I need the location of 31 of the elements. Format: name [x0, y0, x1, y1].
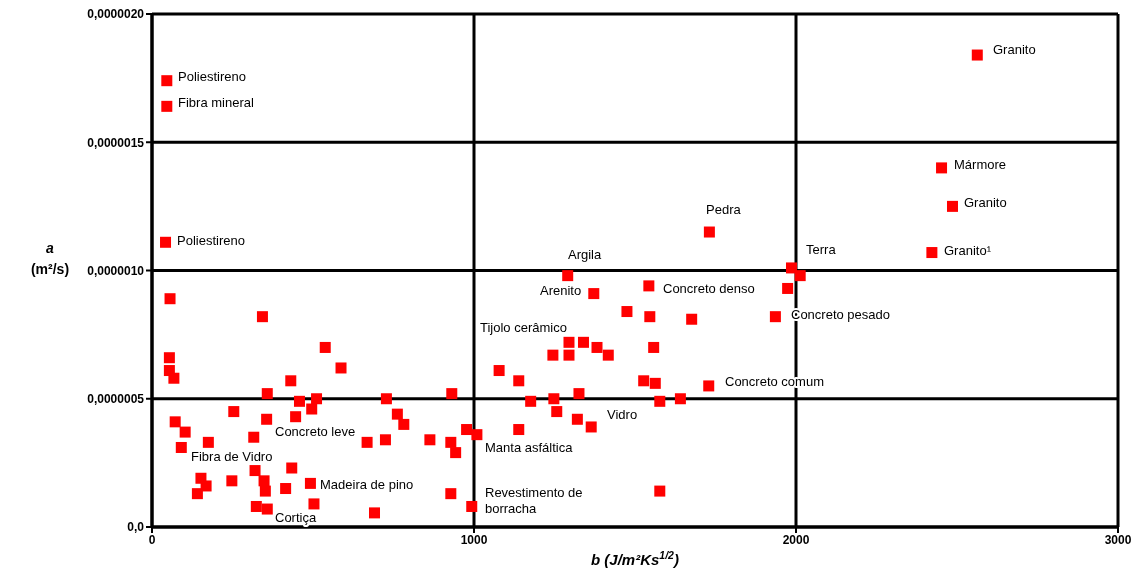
y-tick-label: 0,0 — [127, 520, 145, 535]
annotation: Argila — [568, 246, 603, 262]
x-tick-label: 1000 — [460, 532, 488, 547]
annotation: Granito — [993, 41, 1036, 57]
x-tick-label: 3000 — [1104, 532, 1132, 547]
annotation: Poliestireno — [177, 232, 245, 248]
x-axis-title: b (J/m²Ks$^{1/2}$) — [591, 549, 679, 568]
annotation: Revestimento de borracha — [485, 484, 583, 516]
annotation: Manta asfáltica — [485, 439, 574, 455]
y-axis-title: a (m²/s) — [30, 239, 70, 277]
y-tick-label: 0,0000010 — [87, 263, 145, 278]
x-tick-label: 2000 — [782, 532, 810, 547]
annotation: Cortiça — [275, 509, 317, 525]
y-tick-label: 0,0000005 — [87, 392, 145, 407]
annotation: Granito¹ — [944, 242, 992, 258]
annotation: Concreto leve — [275, 423, 356, 439]
annotation: Terra — [806, 241, 837, 257]
annotation: Fibra mineral — [178, 94, 254, 110]
annotation: Madeira de pino — [320, 476, 414, 492]
annotation: Fibra de Vidro — [191, 448, 273, 464]
annotation: Pedra — [706, 201, 742, 217]
annotation: Vidro — [607, 406, 638, 422]
x-tick-label: 0 — [148, 532, 156, 547]
y-tick-label: 0,0000015 — [87, 135, 145, 150]
annotation: Arenito — [540, 282, 582, 298]
annotation: Granito — [964, 194, 1007, 210]
annotation: Concreto denso — [663, 280, 755, 296]
y-tick-label: 0,0000020 — [87, 7, 145, 22]
annotation: Mármore — [954, 156, 1007, 172]
annotation: Tijolo cerâmico — [480, 319, 567, 335]
annotation: Poliestireno — [178, 68, 246, 84]
